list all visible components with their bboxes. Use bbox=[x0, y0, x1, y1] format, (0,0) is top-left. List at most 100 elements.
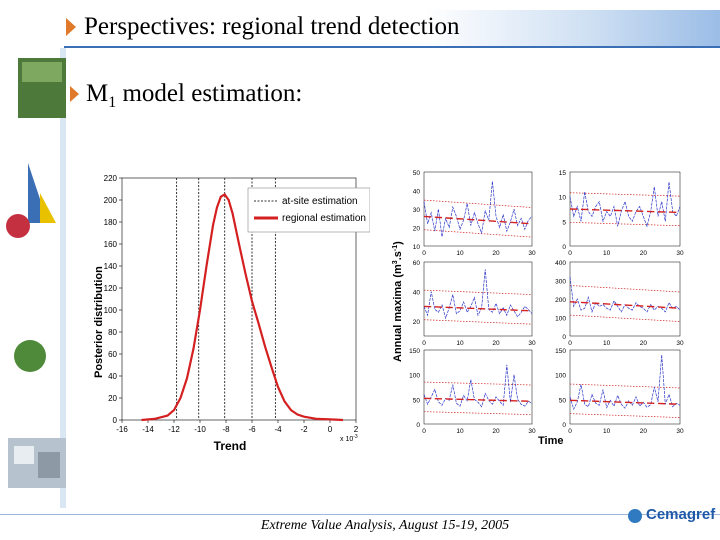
footer-rule bbox=[0, 514, 720, 515]
footer-text: Extreme Value Analysis, August 15-19, 20… bbox=[260, 518, 510, 533]
posterior-ytick-label: 0 bbox=[113, 416, 118, 425]
panel-confidence-band bbox=[569, 285, 681, 293]
panel-ytick-label: 30 bbox=[413, 207, 421, 214]
annual-maxima-panel: 0 100 200 300 400 0 10 20 30 bbox=[555, 260, 684, 347]
annual-maxima-panel: 0 5 10 15 0 10 20 30 bbox=[559, 170, 684, 257]
green-sphere-icon bbox=[14, 340, 46, 372]
panel-ytick-label: 300 bbox=[555, 279, 566, 286]
panel-xtick-label: 20 bbox=[640, 340, 648, 347]
posterior-plot-frame bbox=[121, 177, 357, 421]
panel-ytick-label: 40 bbox=[413, 189, 421, 196]
panel-confidence-band bbox=[569, 192, 681, 197]
panel-xtick-label: 20 bbox=[492, 428, 500, 435]
panel-ytick-label: 0 bbox=[562, 244, 566, 251]
panel-ytick-label: 100 bbox=[555, 373, 566, 380]
panel-annual-maxima-series bbox=[569, 181, 681, 228]
panel-ytick-label: 0 bbox=[562, 334, 566, 341]
panel-ytick-label: 150 bbox=[409, 348, 420, 355]
panel-xtick-label: 20 bbox=[492, 340, 500, 347]
panel-ytick-label: 200 bbox=[555, 297, 566, 304]
posterior-ytick-label: 120 bbox=[104, 284, 118, 293]
panel-ytick-label: 0 bbox=[562, 422, 566, 429]
panel-frame bbox=[569, 349, 681, 425]
panel-xtick-label: 30 bbox=[528, 340, 536, 347]
panel-annual-maxima-series bbox=[423, 181, 533, 237]
panel-confidence-band bbox=[423, 199, 533, 208]
annual-maxima-panel: 0 50 100 150 0 10 20 30 bbox=[555, 348, 684, 435]
panel-confidence-band bbox=[423, 229, 533, 238]
posterior-ytick-label: 20 bbox=[108, 394, 117, 403]
panel-ytick-label: 15 bbox=[559, 170, 567, 177]
red-sphere-icon bbox=[6, 214, 30, 238]
posterior-xtick-label: -2 bbox=[300, 425, 308, 434]
panel-ytick-label: 400 bbox=[555, 260, 566, 267]
posterior-ytick-label: 180 bbox=[104, 218, 118, 227]
panel-ytick-label: 10 bbox=[413, 244, 421, 251]
posterior-xtick-label: -6 bbox=[248, 425, 256, 434]
subtitle-subscript: 1 bbox=[108, 94, 117, 111]
posterior-xtick-label: -12 bbox=[168, 425, 180, 434]
subtitle: M1 model estimation: bbox=[86, 80, 302, 112]
posterior-ytick-label: 80 bbox=[108, 328, 117, 337]
subtitle-bullet-icon bbox=[70, 86, 79, 102]
posterior-xtick-label: -4 bbox=[274, 425, 282, 434]
panel-annual-maxima-series bbox=[569, 276, 681, 314]
panel-xtick-label: 10 bbox=[603, 428, 611, 435]
panel-xtick-label: 0 bbox=[568, 428, 572, 435]
panel-xtick-label: 20 bbox=[640, 250, 648, 257]
posterior-ytick-label: 100 bbox=[104, 306, 118, 315]
panel-xtick-label: 0 bbox=[422, 250, 426, 257]
annual-maxima-panel: 20 40 60 0 10 20 30 bbox=[413, 260, 536, 347]
cemagref-logo-icon bbox=[628, 509, 642, 523]
sidebar-decoration bbox=[6, 48, 66, 508]
legend-regional-label: regional estimation bbox=[282, 213, 366, 224]
subtitle-main: M bbox=[86, 80, 109, 107]
panel-ytick-label: 60 bbox=[413, 260, 421, 267]
panel-confidence-band bbox=[569, 221, 681, 227]
panel-xtick-label: 30 bbox=[528, 428, 536, 435]
legend-atsite-label: at-site estimation bbox=[282, 196, 358, 207]
panel-ytick-label: 50 bbox=[559, 397, 567, 404]
posterior-xtick-label: -10 bbox=[194, 425, 206, 434]
panel-xtick-label: 30 bbox=[528, 250, 536, 257]
posterior-x-multiplier: x 10-3 bbox=[340, 434, 358, 443]
panel-confidence-band bbox=[423, 381, 533, 386]
title-bar bbox=[64, 10, 720, 46]
panel-ytick-label: 50 bbox=[413, 397, 421, 404]
posterior-xtick-label: 0 bbox=[328, 425, 333, 434]
panel-xtick-label: 10 bbox=[456, 250, 464, 257]
panel-confidence-band bbox=[569, 383, 681, 389]
panel-ytick-label: 0 bbox=[416, 422, 420, 429]
annual-maxima-xlabel: Time bbox=[538, 435, 563, 447]
posterior-ytick-label: 160 bbox=[104, 240, 118, 249]
panel-frame bbox=[423, 261, 533, 337]
regional-estimation-curve bbox=[141, 193, 344, 422]
posterior-ytick-label: 60 bbox=[108, 350, 117, 359]
panel-annual-maxima-series bbox=[423, 364, 533, 408]
posterior-ytick-label: 140 bbox=[104, 262, 118, 271]
posterior-ytick-label: 40 bbox=[108, 372, 117, 381]
panel-xtick-label: 10 bbox=[456, 340, 464, 347]
page-title: Perspectives: regional trend detection bbox=[84, 13, 460, 40]
panel-ytick-label: 5 bbox=[562, 219, 566, 226]
panel-annual-maxima-series bbox=[423, 269, 533, 320]
posterior-ytick-label: 220 bbox=[104, 174, 118, 183]
panel-ytick-label: 100 bbox=[555, 316, 566, 323]
panel-ytick-label: 20 bbox=[413, 319, 421, 326]
posterior-xtick-label: -8 bbox=[222, 425, 230, 434]
panel-ytick-label: 20 bbox=[413, 226, 421, 233]
panel-ytick-label: 40 bbox=[413, 290, 421, 297]
panel-xtick-label: 0 bbox=[568, 250, 572, 257]
posterior-xtick-label: -16 bbox=[116, 425, 128, 434]
panel-xtick-label: 30 bbox=[676, 250, 684, 257]
panel-ytick-label: 100 bbox=[409, 373, 420, 380]
panel-xtick-label: 20 bbox=[492, 250, 500, 257]
panel-confidence-band bbox=[569, 314, 681, 322]
panel-ytick-label: 10 bbox=[559, 195, 567, 202]
panel-xtick-label: 0 bbox=[422, 428, 426, 435]
panel-xtick-label: 30 bbox=[676, 340, 684, 347]
title-rule bbox=[64, 46, 720, 48]
panel-frame bbox=[569, 261, 681, 337]
